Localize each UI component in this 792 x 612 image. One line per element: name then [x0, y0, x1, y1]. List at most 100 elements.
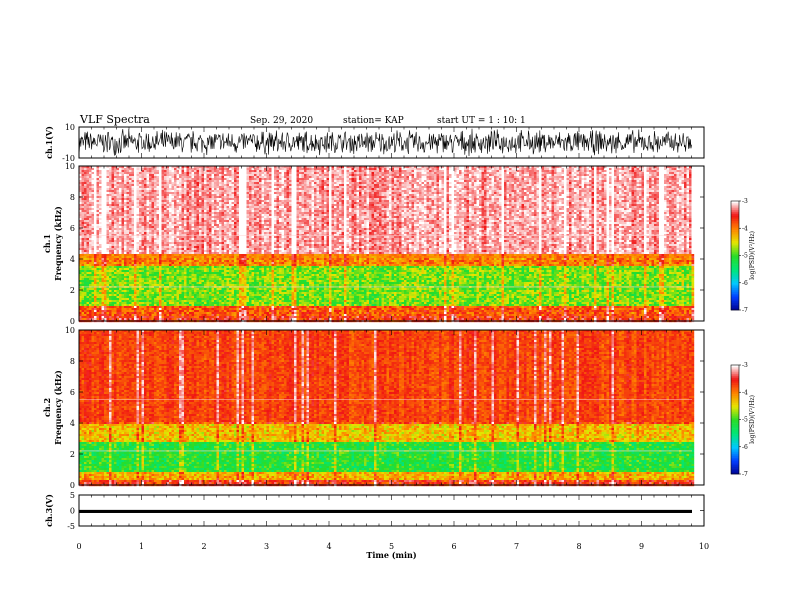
ch1-spectrogram-cell	[117, 184, 120, 186]
ch1-spectrogram-cell	[174, 242, 177, 244]
ch1-spectrogram-cell	[184, 210, 187, 212]
ch1-spectrogram-cell	[172, 262, 175, 264]
ch1-spectrogram-cell	[84, 284, 87, 286]
ch1-spectrogram-cell	[177, 192, 180, 194]
ch1-spectrogram-cell	[87, 308, 90, 310]
ch1-spectrogram-cell	[137, 306, 140, 308]
ch1-spectrogram-cell	[102, 256, 105, 258]
ch1-spectrogram-cell	[89, 202, 92, 204]
ch1-spectrogram-cell	[127, 298, 130, 300]
ch1-spectrogram-cell	[127, 278, 130, 280]
ch1-spectrogram-cell	[92, 232, 95, 234]
ch1-spectrogram-cell	[189, 264, 192, 266]
ch1-spectrogram-cell	[129, 204, 132, 206]
ch1-spectrogram-cell	[182, 282, 185, 284]
ch1-spectrogram-cell	[184, 202, 187, 204]
ch1-spectrogram-cell	[204, 244, 207, 246]
ch1-spectrogram-cell	[107, 310, 110, 312]
ch1-spectrogram-cell	[194, 196, 197, 198]
ch1-spectrogram-cell	[167, 180, 170, 182]
ch1-spectrogram-cell	[129, 214, 132, 216]
ch1-spectrogram-cell	[164, 232, 167, 234]
ch1-spectrogram-cell	[82, 264, 85, 266]
ch1-spectrogram-cell	[122, 202, 125, 204]
ch1-spectrogram-cell	[144, 266, 147, 268]
ch1-spectrogram-cell	[187, 252, 190, 254]
ch1-spectrogram-cell	[189, 200, 192, 202]
ch1-spectrogram-cell	[187, 272, 190, 274]
ch1-spectrogram-cell	[157, 240, 160, 242]
ch1-spectrogram-cell	[184, 238, 187, 240]
ch1-spectrogram-cell	[169, 210, 172, 212]
ch1-spectrogram-cell	[197, 262, 200, 264]
ch1-spectrogram-cell	[182, 288, 185, 290]
ch1-spectrogram-cell	[167, 212, 170, 214]
ch1-spectrogram-cell	[137, 216, 140, 218]
ch1-spectrogram-cell	[97, 292, 100, 294]
ch1-spectrogram-cell	[174, 260, 177, 262]
ch1-spectrogram-cell	[204, 190, 207, 192]
ch1-spectrogram-cell	[174, 224, 177, 226]
ch1-spectrogram-cell	[159, 212, 162, 214]
ch1-spectrogram-cell	[127, 230, 130, 232]
ch1-spectrogram-cell	[139, 278, 142, 280]
ch1-spectrogram-cell	[97, 248, 100, 250]
ch1-spectrogram-cell	[187, 300, 190, 302]
ch1-spectrogram-cell	[94, 284, 97, 286]
ch1-spectrogram-cell	[177, 172, 180, 174]
ch1-spectrogram-cell	[99, 170, 102, 172]
ch1-spectrogram-cell	[112, 276, 115, 278]
ch1-spectrogram-cell	[167, 268, 170, 270]
ch1-spectrogram-cell	[202, 300, 205, 302]
ch1-spectrogram-cell	[184, 296, 187, 298]
ch1-spectrogram-cell	[179, 292, 182, 294]
ch1-spectrogram-cell	[142, 294, 145, 296]
ch1-spectrogram-cell	[112, 206, 115, 208]
ch1-spectrogram-cell	[157, 274, 160, 276]
ch1-spectrogram-cell	[132, 298, 135, 300]
ch1-spectrogram-cell	[137, 218, 140, 220]
ch1-spectrogram-cell	[109, 192, 112, 194]
ch1-spectrogram-cell	[184, 174, 187, 176]
ch1-spectrogram-cell	[184, 176, 187, 178]
ch1-spectrogram-cell	[119, 268, 122, 270]
ch1-spectrogram-cell	[157, 192, 160, 194]
ch1-spectrogram-cell	[202, 184, 205, 186]
ch1-spectrogram-cell	[102, 308, 105, 310]
ch1-spectrogram-cell	[192, 310, 195, 312]
ch1-spectrogram-cell	[162, 214, 165, 216]
ch1-spectrogram-cell	[147, 240, 150, 242]
ch1-spectrogram-cell	[139, 218, 142, 220]
ch1-spectrogram-cell	[142, 278, 145, 280]
ch1-spectrogram-cell	[162, 298, 165, 300]
ch1-spectrogram-cell	[182, 202, 185, 204]
ch1-spectrogram-cell	[189, 272, 192, 274]
ch1-spectrogram-cell	[197, 224, 200, 226]
ch1-spectrogram-cell	[144, 214, 147, 216]
ch1-spectrogram-cell	[184, 224, 187, 226]
ch1-spectrogram-cell	[184, 172, 187, 174]
ch1-spectrogram-cell	[114, 268, 117, 270]
ch1-spectrogram-cell	[194, 296, 197, 298]
ch1-spectrogram-cell	[107, 194, 110, 196]
ch1-spectrogram-cell	[197, 176, 200, 178]
ch1-spectrogram-cell	[104, 202, 107, 204]
ch1-spectrogram-cell	[137, 220, 140, 222]
ch1-spectrogram-cell	[149, 218, 152, 220]
ch1-spectrogram-cell	[124, 284, 127, 286]
ch1-spectrogram-cell	[154, 168, 157, 170]
ch1-spectrogram-cell	[147, 222, 150, 224]
ch1-spectrogram-cell	[157, 238, 160, 240]
ch1-spectrogram-cell	[144, 232, 147, 234]
ch1-spectrogram-cell	[99, 198, 102, 200]
ch1-spectrogram-cell	[154, 232, 157, 234]
ch1-spectrogram-cell	[94, 254, 97, 256]
ch1-spectrogram-cell	[124, 180, 127, 182]
ch1-spectrogram-cell	[104, 306, 107, 308]
ch1-spectrogram-cell	[169, 294, 172, 296]
ch1-spectrogram-cell	[139, 306, 142, 308]
ch1-spectrogram-cell	[82, 278, 85, 280]
ch1-spectrogram-cell	[114, 310, 117, 312]
ch1-spectrogram-cell	[172, 250, 175, 252]
ch1-spectrogram-cell	[137, 264, 140, 266]
